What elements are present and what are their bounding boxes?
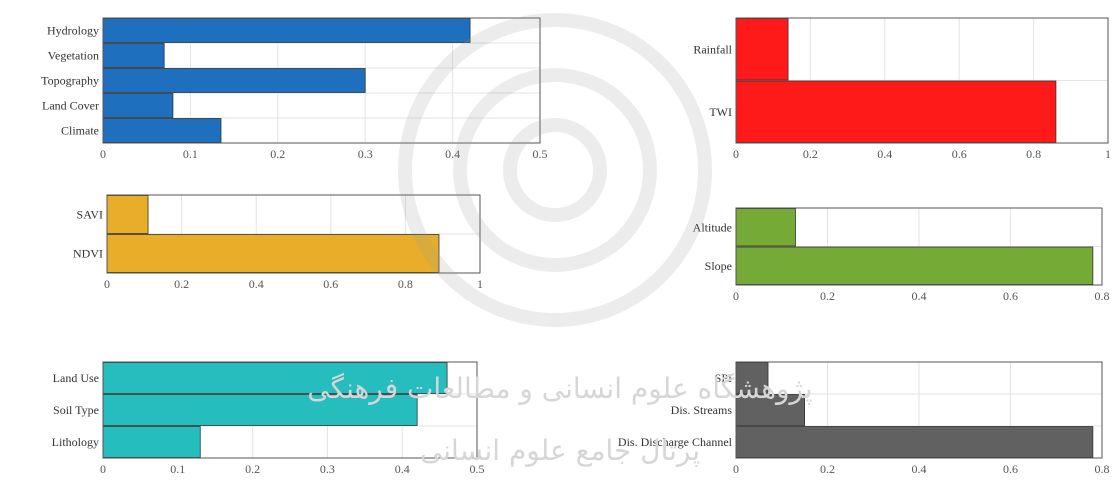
bar: [735, 362, 769, 394]
axes-frame: [106, 194, 481, 274]
category-label: Land Use: [53, 371, 99, 385]
bar: [735, 18, 789, 81]
axes-frame: [735, 17, 1109, 144]
category-label: Topography: [41, 74, 99, 88]
category-label: Soil Type: [53, 403, 99, 417]
category-label: Vegetation: [48, 49, 99, 63]
axes-frame: [735, 207, 1103, 286]
tick-label: 0.4: [912, 462, 927, 476]
category-label: Dis. Discharge Channel: [618, 435, 733, 449]
tick-label: 0.5: [470, 462, 485, 476]
bar: [735, 246, 1094, 285]
tick-label: 0: [100, 462, 106, 476]
category-label: SPI: [715, 371, 732, 385]
bar: [102, 18, 471, 43]
tick-label: 0.1: [183, 147, 198, 161]
tick-label: 0.4: [395, 462, 410, 476]
chart-panel-4: Altitude Slope 0 0.2 0.4 0.6 0.8: [693, 207, 1110, 303]
bar: [102, 93, 174, 118]
chart-panel-3: SAVI NDVI 0 0.2 0.4 0.6 0.8 1: [73, 194, 483, 291]
tick-label: 0.2: [820, 462, 835, 476]
tick-label: 0.5: [533, 147, 548, 161]
tick-label: 0.6: [1003, 289, 1018, 303]
tick-label: 0.4: [877, 147, 892, 161]
bar: [102, 118, 222, 143]
chart-panel-1: Hydrology Vegetation Topography Land Cover C…: [41, 17, 548, 161]
bar: [102, 426, 201, 458]
category-label: Rainfall: [693, 42, 732, 56]
tick-label: 0.8: [1026, 147, 1041, 161]
tick-label: 0: [733, 289, 739, 303]
tick-label: 0.2: [820, 289, 835, 303]
bar: [735, 208, 796, 247]
bar: [106, 234, 440, 273]
category-label: NDVI: [73, 247, 103, 261]
category-label: SAVI: [77, 208, 103, 222]
category-label: Dis. Streams: [671, 403, 733, 417]
tick-label: 1: [477, 277, 483, 291]
tick-label: 0.1: [170, 462, 185, 476]
tick-label: 0.2: [803, 147, 818, 161]
tick-label: 0.2: [270, 147, 285, 161]
tick-label: 0: [100, 147, 106, 161]
category-label: Land Cover: [42, 99, 99, 113]
tick-label: 0: [733, 147, 739, 161]
category-label: Climate: [61, 124, 99, 138]
tick-label: 1: [1105, 147, 1111, 161]
bar: [106, 195, 149, 234]
bar: [735, 394, 806, 426]
chart-panel-2: Rainfall TWI 0 0.2 0.4 0.6 0.8 1: [693, 17, 1111, 161]
category-label: Hydrology: [47, 24, 99, 38]
bar: [102, 68, 366, 93]
tick-label: 0.6: [323, 277, 338, 291]
category-label: Slope: [705, 259, 732, 273]
tick-label: 0.3: [320, 462, 335, 476]
tick-label: 0: [733, 462, 739, 476]
tick-label: 0.8: [1095, 289, 1110, 303]
tick-label: 0: [104, 277, 110, 291]
bar: [102, 43, 165, 68]
tick-label: 0.8: [398, 277, 413, 291]
category-label: Lithology: [52, 435, 99, 449]
tick-label: 0.4: [912, 289, 927, 303]
category-label: Altitude: [693, 220, 732, 234]
tick-label: 0.6: [952, 147, 967, 161]
tick-label: 0.4: [249, 277, 264, 291]
tick-label: 0.3: [358, 147, 373, 161]
category-label: TWI: [709, 105, 732, 119]
bar: [102, 362, 448, 394]
axes-frame: [735, 361, 1103, 459]
axes-frame: [102, 17, 541, 144]
tick-label: 0.2: [245, 462, 260, 476]
bar: [102, 394, 418, 426]
tick-label: 0.2: [174, 277, 189, 291]
axes-frame: [102, 361, 478, 459]
tick-label: 0.8: [1095, 462, 1110, 476]
tick-label: 0.4: [445, 147, 460, 161]
bar: [735, 426, 1094, 458]
bar: [735, 80, 1057, 143]
tick-label: 0.6: [1003, 462, 1018, 476]
